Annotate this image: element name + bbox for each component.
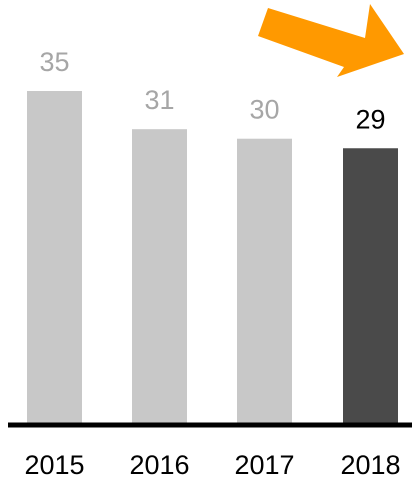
value-label-2018: 29 [355, 104, 385, 134]
tick-label-2017: 2017 [234, 450, 294, 478]
bar-2015 [27, 91, 82, 425]
tick-label-2016: 2016 [129, 450, 189, 478]
bar-2017 [237, 138, 292, 425]
bar-2016 [132, 129, 187, 425]
value-label-2015: 35 [39, 47, 69, 77]
value-label-2016: 31 [144, 85, 174, 115]
bar-2018 [343, 148, 398, 425]
tick-label-2018: 2018 [340, 450, 400, 478]
trend-arrow-icon [258, 4, 404, 77]
value-label-2017: 30 [249, 95, 279, 125]
tick-label-2015: 2015 [24, 450, 84, 478]
